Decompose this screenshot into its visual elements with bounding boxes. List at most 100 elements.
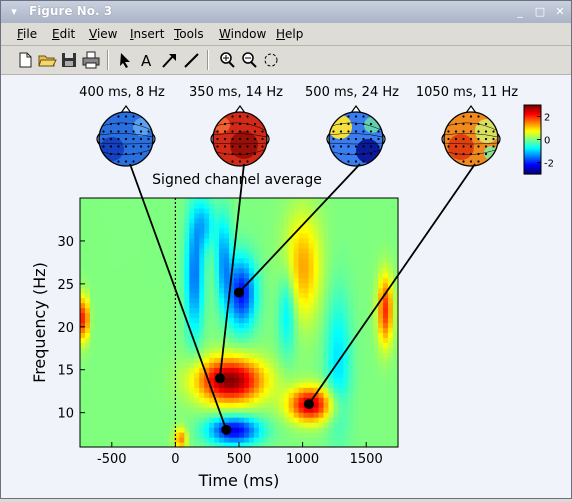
colorbar-cell <box>524 155 541 158</box>
new-file-icon[interactable] <box>15 50 35 70</box>
heatmap-cell <box>124 407 131 413</box>
menu-view[interactable]: View <box>89 27 117 41</box>
heatmap-cell <box>273 232 280 239</box>
topoplot-electrode <box>477 137 480 141</box>
heatmap-cell <box>154 317 161 324</box>
minimize-button[interactable]: _ <box>517 5 523 18</box>
heatmap-cell <box>373 232 379 239</box>
save-icon[interactable] <box>59 50 79 70</box>
heatmap-cell <box>199 397 205 403</box>
open-folder-icon[interactable] <box>37 50 57 70</box>
heatmap-cell <box>358 207 364 214</box>
close-button[interactable]: ✕ <box>555 5 565 18</box>
maximize-button[interactable]: □ <box>534 5 546 18</box>
heatmap-cell <box>234 337 240 344</box>
menu-file[interactable]: File <box>17 27 37 41</box>
heatmap-cell <box>318 302 325 309</box>
heatmap-cell <box>124 307 131 314</box>
heatmap-cell <box>184 407 190 413</box>
text-insert-icon[interactable]: A <box>137 50 157 70</box>
select-arrow-icon[interactable] <box>115 50 135 70</box>
heatmap-cell <box>204 312 210 319</box>
heatmap-cell <box>194 302 200 309</box>
heatmap-cell <box>378 347 384 353</box>
line-insert-icon[interactable] <box>181 50 201 70</box>
topoplot-electrode <box>117 152 120 156</box>
menu-help[interactable]: Help <box>276 27 303 41</box>
heatmap-cell <box>209 437 215 443</box>
heatmap-cell <box>343 422 349 428</box>
heatmap-cell <box>144 227 151 234</box>
heatmap-cell <box>348 362 354 368</box>
heatmap-cell <box>348 252 354 259</box>
topoplot-electrode <box>147 130 150 133</box>
heatmap-cell <box>124 282 131 289</box>
heatmap-cell <box>333 227 339 234</box>
heatmap-cell <box>323 382 330 388</box>
heatmap-cell <box>358 397 364 403</box>
heatmap-cell <box>104 232 111 239</box>
heatmap-cell <box>169 352 176 358</box>
heatmap-cell <box>288 357 295 363</box>
heatmap-cell <box>109 307 116 314</box>
heatmap-cell <box>343 207 349 214</box>
heatmap-cell <box>293 207 300 214</box>
heatmap-cell <box>268 357 275 363</box>
heatmap-cell <box>343 397 349 403</box>
heatmap-cell <box>303 252 310 259</box>
heatmap-cell <box>363 387 369 393</box>
window-menu-icon[interactable]: ▾ <box>11 5 17 18</box>
heatmap-cell <box>224 342 230 348</box>
menu-insert[interactable]: Insert <box>130 27 164 41</box>
print-icon[interactable] <box>81 50 101 70</box>
heatmap-cell <box>368 357 374 363</box>
heatmap-cell <box>288 287 295 294</box>
heatmap-cell <box>219 207 225 214</box>
heatmap-cell <box>358 247 364 254</box>
menu-edit[interactable]: Edit <box>52 27 75 41</box>
arrow-insert-icon[interactable] <box>159 50 179 70</box>
heatmap-cell <box>219 442 225 448</box>
title-bar[interactable]: ▾ Figure No. 3 _ □ ✕ <box>1 1 571 24</box>
heatmap-cell <box>129 347 136 353</box>
heatmap-cell <box>393 237 399 244</box>
heatmap-cell <box>343 357 349 363</box>
topoplot-electrode <box>109 145 113 148</box>
heatmap-cell <box>224 387 230 393</box>
heatmap-cell <box>214 297 220 304</box>
heatmap-cell <box>84 272 91 279</box>
menu-window[interactable]: Window <box>219 27 266 41</box>
heatmap-cell <box>169 202 176 209</box>
heatmap-cell <box>234 422 240 428</box>
heatmap-cell <box>80 422 86 428</box>
heatmap-cell <box>144 337 151 344</box>
connector-line <box>219 163 245 379</box>
heatmap-cell <box>144 262 151 269</box>
menu-tools[interactable]: Tools <box>174 27 204 41</box>
heatmap-cell <box>348 397 354 403</box>
heatmap-cell <box>104 387 111 393</box>
heatmap-cell <box>209 198 215 204</box>
heatmap-cell <box>318 307 325 314</box>
heatmap-cell <box>119 327 126 334</box>
heatmap-cell <box>253 242 260 249</box>
heatmap-cell <box>239 237 245 244</box>
heatmap-cell <box>263 287 270 294</box>
heatmap-cell <box>373 352 379 358</box>
heatmap-cell <box>333 412 339 418</box>
heatmap-cell <box>164 247 171 254</box>
heatmap-cell <box>383 327 389 334</box>
heatmap-cell <box>333 252 339 259</box>
heatmap-cell <box>373 342 379 348</box>
heatmap-cell <box>283 237 290 244</box>
heatmap-cell <box>119 312 126 319</box>
zoom-in-icon[interactable] <box>217 50 237 70</box>
heatmap-cell <box>84 317 91 324</box>
rotate-icon[interactable] <box>261 50 281 70</box>
heatmap-cell <box>159 207 166 214</box>
heatmap-cell <box>308 372 315 378</box>
zoom-out-icon[interactable] <box>239 50 259 70</box>
heatmap-cell <box>149 227 156 234</box>
heatmap-cell <box>378 302 384 309</box>
heatmap-cell <box>253 427 260 433</box>
